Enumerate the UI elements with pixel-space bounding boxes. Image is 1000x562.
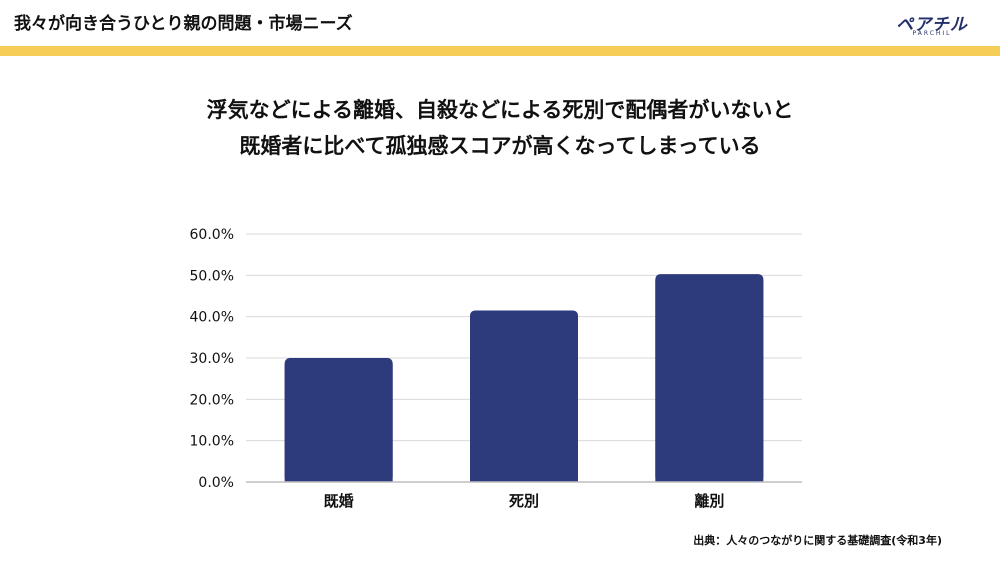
y-tick-label: 20.0% xyxy=(190,392,234,408)
parchil-logo: ペアチル PARCHIL xyxy=(890,8,974,38)
y-tick-label: 0.0% xyxy=(198,475,234,491)
page-title: 我々が向き合うひとり親の問題・市場ニーズ xyxy=(14,14,353,34)
y-tick-label: 30.0% xyxy=(190,351,234,367)
x-tick-label: 死別 xyxy=(509,492,539,510)
logo-subtext: PARCHIL xyxy=(912,30,952,37)
bar-chart: 0.0% 10.0% 20.0% 30.0% 40.0% 50.0% 60.0% 既婚 死別 離別 xyxy=(190,227,802,510)
y-tick-label: 60.0% xyxy=(190,227,234,243)
bar-base xyxy=(655,280,764,482)
headline-line-2: 既婚者に比べて孤独感スコアが高くなってしまっている xyxy=(239,134,761,158)
header: 我々が向き合うひとり親の問題・市場ニーズ ペアチル PARCHIL xyxy=(0,0,1000,46)
bar-base xyxy=(470,316,578,482)
y-tick-label: 10.0% xyxy=(190,434,234,450)
x-tick-label: 離別 xyxy=(694,492,724,510)
y-tick-label: 50.0% xyxy=(190,268,234,284)
logo-mark: ペアチル xyxy=(896,15,968,35)
headline: 浮気などによる離婚、自殺などによる死別で配偶者がいないと 既婚者に比べて孤独感ス… xyxy=(0,92,1000,164)
headline-line-1: 浮気などによる離婚、自殺などによる死別で配偶者がいないと xyxy=(206,98,794,122)
bar-base xyxy=(284,364,393,482)
header-accent-bar xyxy=(0,46,1000,56)
source-note: 出典：人々のつながりに関する基礎調査(令和3年) xyxy=(693,534,942,547)
y-tick-label: 40.0% xyxy=(190,310,234,326)
x-tick-label: 既婚 xyxy=(324,492,354,510)
